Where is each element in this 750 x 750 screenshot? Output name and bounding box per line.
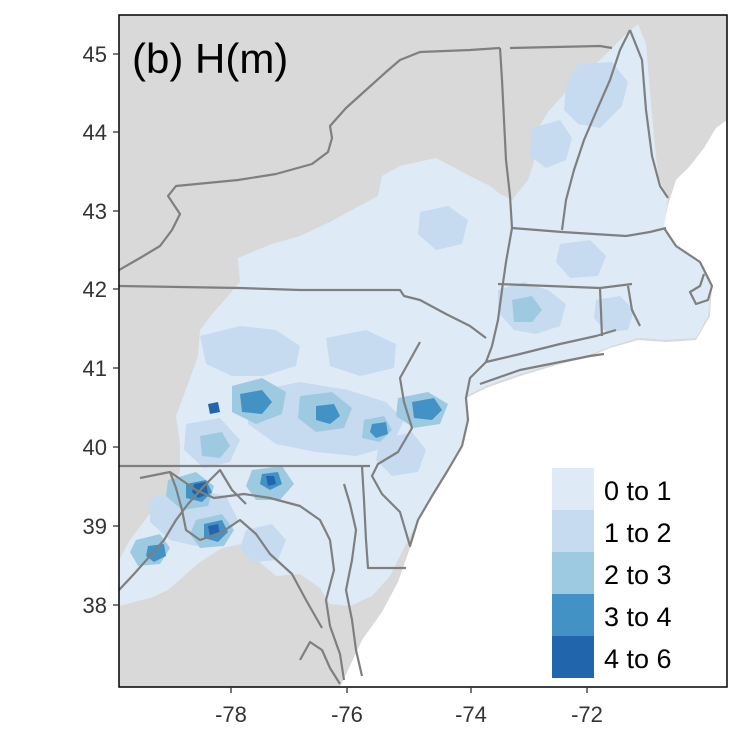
plot-frame	[118, 14, 728, 688]
legend-swatch	[552, 594, 594, 636]
x-tick-label: -78	[215, 702, 247, 727]
legend-swatch	[552, 552, 594, 594]
state-boundaries	[119, 29, 714, 685]
ocean-area	[340, 120, 727, 687]
legend-label: 0 to 1	[604, 476, 672, 506]
y-tick-label: 42	[83, 277, 107, 302]
map-layers	[119, 24, 727, 687]
x-tick-label: -74	[455, 702, 487, 727]
legend-label: 2 to 3	[604, 560, 672, 590]
y-axis: 45 44 43 42 41 40 39 38	[83, 42, 119, 618]
x-axis: -78 -76 -74 -72	[215, 687, 603, 727]
legend-swatch	[552, 468, 594, 510]
y-tick-label: 38	[83, 593, 107, 618]
legend-label: 3 to 4	[604, 602, 672, 632]
region-class-0-1	[119, 24, 712, 606]
y-tick-label: 39	[83, 514, 107, 539]
y-tick-label: 41	[83, 356, 107, 381]
y-tick-label: 45	[83, 42, 107, 67]
y-tick-label: 40	[83, 435, 107, 460]
legend-label: 1 to 2	[604, 518, 672, 548]
x-tick-label: -76	[331, 702, 363, 727]
x-tick-label: -72	[571, 702, 603, 727]
legend-swatch	[552, 510, 594, 552]
legend-label: 4 to 6	[604, 644, 672, 674]
legend: 0 to 1 1 to 2 2 to 3 3 to 4 4 to 6	[552, 468, 672, 678]
legend-swatch	[552, 636, 594, 678]
y-tick-label: 43	[83, 199, 107, 224]
y-tick-label: 44	[83, 120, 107, 145]
panel-title: (b) H(m)	[132, 35, 288, 82]
